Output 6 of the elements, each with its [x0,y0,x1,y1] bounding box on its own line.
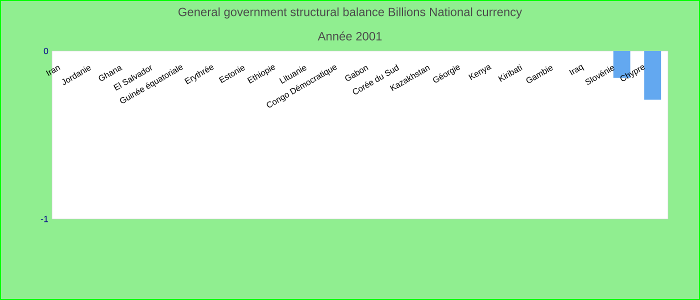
chart-title: General government structural balance Billions National currency [178,7,522,19]
y-tick-label: 0 [44,48,48,54]
x-tick-label: Iran [46,66,60,76]
y-tick-label: -1 [40,216,48,222]
chart-subtitle: Année 2001 [318,32,382,40]
x-tick-label: Iraq [569,64,584,76]
